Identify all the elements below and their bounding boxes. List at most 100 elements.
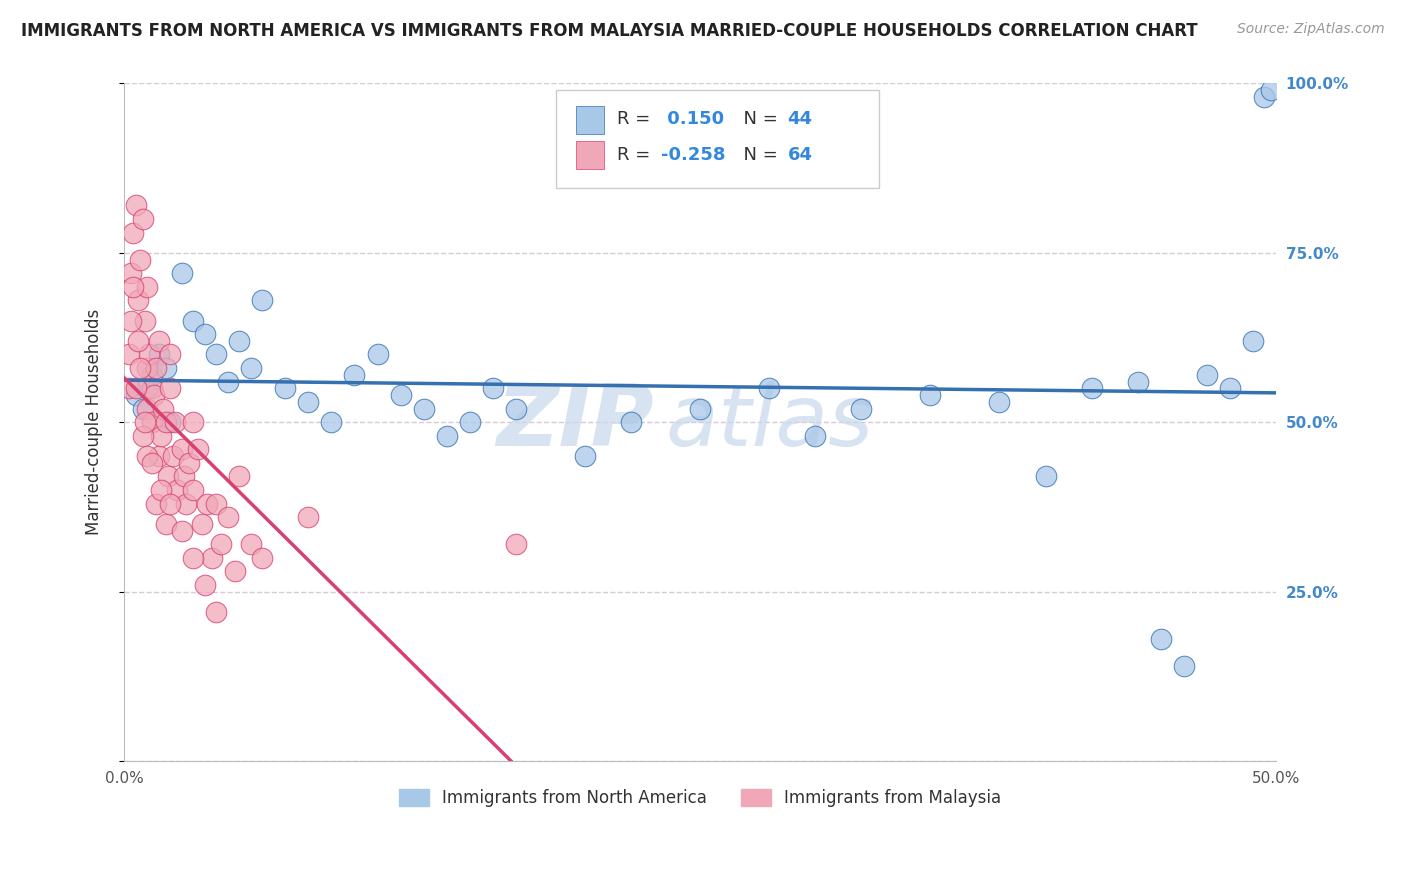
- Text: R =: R =: [617, 145, 657, 163]
- Point: [177, 456, 200, 470]
- Point: [138, 347, 160, 361]
- Point: [804, 429, 827, 443]
- Text: N =: N =: [733, 145, 783, 163]
- Bar: [575, 106, 605, 135]
- Point: [181, 483, 204, 497]
- Point: [150, 483, 173, 497]
- Point: [181, 550, 204, 565]
- Point: [224, 565, 246, 579]
- FancyBboxPatch shape: [555, 90, 879, 188]
- Point: [689, 401, 711, 416]
- Point: [136, 449, 159, 463]
- Point: [134, 313, 156, 327]
- Text: Source: ZipAtlas.com: Source: ZipAtlas.com: [1237, 22, 1385, 37]
- Point: [574, 449, 596, 463]
- Point: [620, 415, 643, 429]
- Point: [122, 279, 145, 293]
- Text: 64: 64: [787, 145, 813, 163]
- Point: [228, 334, 250, 348]
- Point: [412, 401, 434, 416]
- Point: [129, 361, 152, 376]
- Point: [170, 266, 193, 280]
- Point: [758, 381, 780, 395]
- Point: [131, 401, 153, 416]
- Point: [366, 347, 388, 361]
- Point: [141, 456, 163, 470]
- Legend: Immigrants from North America, Immigrants from Malaysia: Immigrants from North America, Immigrant…: [392, 782, 1008, 814]
- Point: [141, 381, 163, 395]
- Point: [194, 578, 217, 592]
- Point: [389, 388, 412, 402]
- Point: [129, 252, 152, 267]
- Point: [239, 361, 262, 376]
- Point: [162, 449, 184, 463]
- Point: [173, 469, 195, 483]
- Point: [124, 381, 146, 395]
- Point: [297, 510, 319, 524]
- Point: [1150, 632, 1173, 646]
- Point: [187, 442, 209, 457]
- Point: [217, 510, 239, 524]
- Point: [1126, 375, 1149, 389]
- Point: [217, 375, 239, 389]
- Point: [458, 415, 481, 429]
- Point: [1035, 469, 1057, 483]
- Point: [148, 334, 170, 348]
- Text: 44: 44: [787, 111, 813, 128]
- Point: [321, 415, 343, 429]
- Point: [127, 293, 149, 308]
- Point: [131, 211, 153, 226]
- Point: [1173, 659, 1195, 673]
- Point: [156, 469, 179, 483]
- Point: [120, 313, 142, 327]
- Point: [239, 537, 262, 551]
- Point: [141, 368, 163, 382]
- Point: [163, 415, 186, 429]
- Text: 0.150: 0.150: [661, 111, 724, 128]
- Point: [120, 266, 142, 280]
- Point: [297, 395, 319, 409]
- Point: [195, 497, 218, 511]
- Bar: [575, 141, 605, 169]
- Point: [141, 415, 163, 429]
- Point: [205, 347, 228, 361]
- Point: [145, 361, 167, 376]
- Point: [209, 537, 232, 551]
- Point: [159, 347, 181, 361]
- Point: [505, 401, 527, 416]
- Point: [131, 429, 153, 443]
- Point: [134, 415, 156, 429]
- Point: [181, 313, 204, 327]
- Text: IMMIGRANTS FROM NORTH AMERICA VS IMMIGRANTS FROM MALAYSIA MARRIED-COUPLE HOUSEHO: IMMIGRANTS FROM NORTH AMERICA VS IMMIGRA…: [21, 22, 1198, 40]
- Point: [228, 469, 250, 483]
- Point: [143, 388, 166, 402]
- Point: [159, 497, 181, 511]
- Point: [1260, 83, 1282, 97]
- Point: [194, 327, 217, 342]
- Text: atlas: atlas: [665, 381, 873, 464]
- Point: [118, 381, 141, 395]
- Point: [159, 415, 181, 429]
- Point: [205, 605, 228, 619]
- Point: [205, 497, 228, 511]
- Point: [127, 334, 149, 348]
- Point: [148, 347, 170, 361]
- Point: [1253, 90, 1275, 104]
- Point: [124, 388, 146, 402]
- Point: [155, 415, 177, 429]
- Point: [201, 550, 224, 565]
- Text: ZIP: ZIP: [496, 381, 654, 464]
- Point: [343, 368, 366, 382]
- Point: [988, 395, 1011, 409]
- Point: [1195, 368, 1218, 382]
- Point: [1080, 381, 1102, 395]
- Point: [436, 429, 458, 443]
- Point: [150, 429, 173, 443]
- Point: [170, 442, 193, 457]
- Point: [1241, 334, 1264, 348]
- Point: [136, 401, 159, 416]
- Point: [136, 361, 159, 376]
- Point: [252, 550, 274, 565]
- Y-axis label: Married-couple Households: Married-couple Households: [86, 310, 103, 535]
- Point: [155, 516, 177, 531]
